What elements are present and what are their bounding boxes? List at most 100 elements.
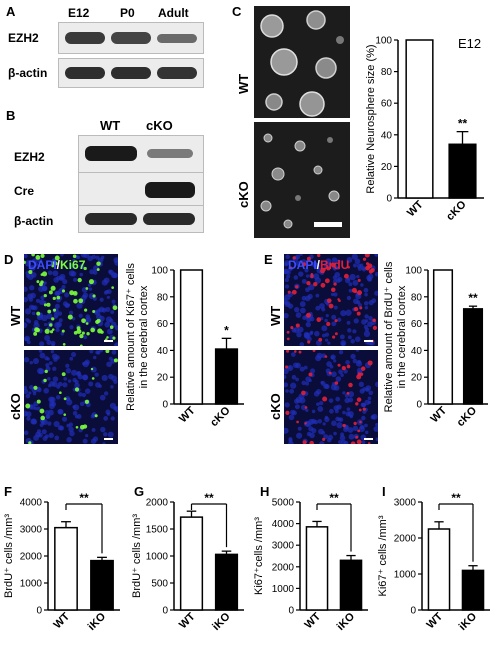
- stained-cell: [75, 425, 79, 429]
- western-blot-cre: [78, 172, 204, 206]
- stained-cell: [328, 371, 332, 375]
- dapi-nucleus: [323, 383, 329, 389]
- neurosphere-image-cko: [254, 122, 350, 238]
- stained-cell: [326, 266, 331, 271]
- panel-e-letter: E: [264, 252, 273, 267]
- dapi-nucleus: [373, 426, 378, 432]
- stained-cell: [109, 325, 114, 329]
- panel-c-letter: C: [232, 4, 242, 19]
- image-label-cko: cKO: [268, 393, 283, 420]
- stained-cell: [36, 311, 41, 316]
- stain-dapi: DAPI: [288, 258, 317, 272]
- dapi-nucleus: [87, 255, 94, 262]
- stained-cell: [367, 263, 373, 269]
- stained-cell: [324, 355, 328, 358]
- y-axis-label: Ki67⁺ cells /mm³: [377, 515, 389, 596]
- stained-cell: [289, 266, 293, 270]
- dapi-nucleus: [65, 363, 70, 368]
- category-label: cKO: [455, 404, 480, 429]
- dapi-nucleus: [51, 343, 55, 346]
- western-blot-ezh2: [58, 22, 204, 54]
- dapi-nucleus: [364, 327, 370, 332]
- bar-wt: [432, 269, 454, 405]
- fluorescence-image-brdu-cko: [284, 350, 378, 444]
- stained-cell: [73, 298, 78, 304]
- dapi-nucleus: [83, 335, 88, 340]
- y-tick-label: 2000: [272, 562, 295, 573]
- dapi-nucleus: [44, 434, 49, 439]
- bar-cko: [214, 348, 239, 405]
- stained-cell: [346, 364, 351, 369]
- dapi-nucleus: [313, 391, 320, 397]
- y-tick-label: 20: [381, 162, 393, 173]
- dapi-nucleus: [82, 292, 89, 298]
- dapi-nucleus: [61, 416, 68, 422]
- category-label: cKO: [444, 198, 469, 223]
- dapi-nucleus: [295, 312, 302, 318]
- stained-cell: [94, 414, 98, 418]
- chart-c-annotation: E12: [458, 36, 482, 51]
- dapi-nucleus: [71, 352, 77, 358]
- scale-bar: [314, 222, 342, 227]
- neurosphere: [271, 167, 285, 181]
- dapi-nucleus: [358, 381, 365, 387]
- dapi-nucleus: [374, 290, 378, 296]
- dapi-nucleus: [321, 333, 326, 338]
- dapi-nucleus: [317, 405, 324, 412]
- dapi-nucleus: [100, 426, 106, 433]
- stained-cell: [44, 369, 48, 374]
- dapi-nucleus: [81, 392, 87, 398]
- stained-cell: [313, 281, 318, 287]
- dapi-nucleus: [338, 369, 343, 375]
- y-tick-label: 20: [157, 373, 169, 384]
- dapi-nucleus: [352, 279, 359, 286]
- dapi-nucleus: [345, 309, 352, 316]
- significance-marker: **: [468, 291, 478, 305]
- dapi-nucleus: [106, 361, 112, 368]
- dapi-nucleus: [346, 407, 351, 412]
- dapi-nucleus: [316, 402, 320, 406]
- dapi-nucleus: [338, 350, 344, 355]
- dapi-nucleus: [95, 382, 101, 388]
- stained-cell: [337, 298, 340, 301]
- dapi-nucleus: [88, 287, 93, 291]
- dapi-nucleus: [28, 297, 34, 302]
- y-tick-label: 1000: [20, 579, 43, 590]
- dapi-nucleus: [58, 318, 63, 323]
- dapi-nucleus: [375, 437, 378, 442]
- y-tick-label: 40: [381, 130, 393, 141]
- bar-wt: [405, 39, 434, 199]
- dapi-nucleus: [57, 408, 64, 415]
- fluorescence-image-ki67-cko: [24, 350, 118, 444]
- stained-cell: [356, 397, 362, 402]
- neurosphere: [260, 200, 272, 212]
- stained-cell: [323, 268, 326, 272]
- western-blot-beta-actin: [58, 58, 204, 88]
- y-axis-label: Ki67⁺cells /mm³: [253, 517, 265, 595]
- stained-cell: [367, 442, 371, 444]
- dapi-nucleus: [348, 397, 354, 403]
- dapi-nucleus: [45, 363, 50, 368]
- dapi-nucleus: [305, 381, 310, 386]
- dapi-nucleus: [318, 428, 324, 435]
- y-tick-label: 40: [411, 346, 423, 357]
- category-label: WT: [303, 610, 324, 631]
- dapi-nucleus: [79, 263, 85, 269]
- dapi-nucleus: [31, 311, 36, 316]
- dapi-nucleus: [60, 331, 65, 336]
- dapi-nucleus: [103, 432, 108, 437]
- stained-cell: [285, 365, 289, 369]
- dapi-nucleus: [90, 438, 97, 444]
- dapi-nucleus: [324, 318, 328, 323]
- stained-cell: [50, 285, 56, 291]
- dapi-nucleus: [24, 297, 29, 303]
- dapi-nucleus: [72, 410, 78, 416]
- image-label-cko: cKO: [236, 181, 251, 208]
- stained-cell: [295, 285, 299, 289]
- dapi-nucleus: [284, 427, 289, 434]
- stained-cell: [356, 311, 361, 316]
- dapi-nucleus: [113, 257, 118, 263]
- stained-cell: [322, 396, 328, 402]
- chart-ki67-relative: 0 20 40 60 80 100 Relative amount of Ki67⁺ cel…: [125, 263, 244, 429]
